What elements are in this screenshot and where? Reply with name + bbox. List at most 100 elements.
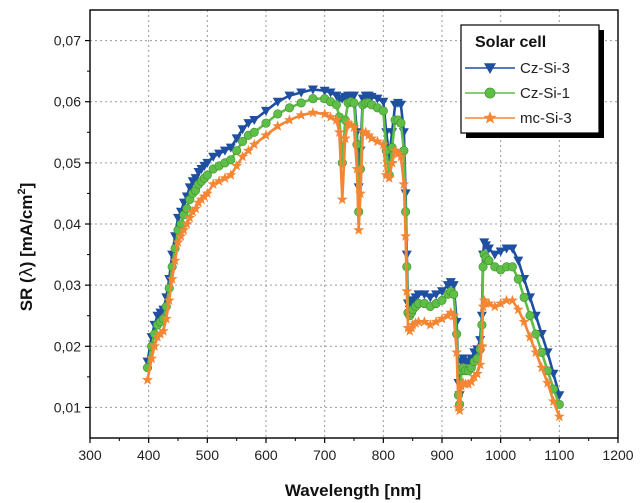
x-tick-label: 1100 bbox=[544, 447, 574, 463]
data-point-mc-si-3 bbox=[237, 151, 248, 162]
data-point-mc-si-3 bbox=[553, 410, 565, 422]
data-point-mc-si-3 bbox=[407, 319, 419, 330]
data-point-cz-si-3 bbox=[208, 152, 219, 162]
data-point-cz-si-1 bbox=[478, 262, 488, 272]
data-point-cz-si-3 bbox=[554, 391, 565, 401]
legend-marker-cz-si-1 bbox=[484, 87, 496, 99]
data-point-mc-si-3 bbox=[342, 117, 354, 128]
data-point-mc-si-3 bbox=[445, 306, 457, 318]
data-point-cz-si-1 bbox=[378, 106, 388, 116]
data-point-mc-si-3 bbox=[476, 340, 488, 351]
y-tick-label: 0,01 bbox=[54, 399, 81, 415]
data-point-cz-si-1 bbox=[308, 94, 318, 104]
data-point-cz-si-3 bbox=[431, 290, 442, 300]
data-point-cz-si-1 bbox=[507, 262, 517, 272]
y-axis-title-suffix: ) [mA/cm bbox=[17, 195, 36, 268]
data-point-mc-si-3 bbox=[154, 328, 166, 339]
data-point-mc-si-3 bbox=[339, 132, 351, 144]
data-point-mc-si-3 bbox=[506, 294, 518, 306]
x-tick-label: 500 bbox=[196, 447, 220, 463]
data-point-cz-si-3 bbox=[284, 91, 295, 101]
y-axis-title-sup: 2 bbox=[16, 188, 28, 194]
data-point-mc-si-3 bbox=[213, 175, 225, 186]
data-point-cz-si-3 bbox=[307, 85, 318, 95]
data-point-mc-si-3 bbox=[468, 371, 480, 382]
y-axis-title-prefix: SR ( bbox=[17, 277, 36, 311]
data-point-mc-si-3 bbox=[187, 206, 199, 217]
data-point-cz-si-3 bbox=[513, 256, 524, 266]
data-point-cz-si-3 bbox=[243, 119, 254, 129]
data-point-cz-si-1 bbox=[519, 292, 529, 302]
data-point-cz-si-3 bbox=[249, 116, 260, 126]
data-point-mc-si-3 bbox=[160, 313, 172, 324]
x-tick-label: 300 bbox=[78, 447, 102, 463]
grid-lines bbox=[90, 10, 618, 438]
data-point-cz-si-1 bbox=[226, 155, 236, 165]
data-point-mc-si-3 bbox=[386, 157, 398, 168]
data-point-cz-si-1 bbox=[249, 127, 259, 137]
data-point-mc-si-3 bbox=[231, 160, 243, 171]
data-point-cz-si-3 bbox=[261, 106, 271, 116]
data-point-mc-si-3 bbox=[225, 169, 237, 180]
data-point-mc-si-3 bbox=[410, 317, 422, 328]
x-tick-label: 600 bbox=[254, 447, 278, 463]
data-point-cz-si-3 bbox=[483, 244, 494, 254]
data-point-mc-si-3 bbox=[175, 230, 187, 241]
data-point-mc-si-3 bbox=[178, 224, 190, 235]
data-point-mc-si-3 bbox=[319, 108, 331, 119]
data-point-mc-si-3 bbox=[398, 178, 410, 189]
data-point-cz-si-1 bbox=[261, 118, 271, 128]
data-point-cz-si-3 bbox=[214, 149, 225, 159]
data-point-mc-si-3 bbox=[424, 319, 436, 330]
data-point-mc-si-3 bbox=[355, 187, 366, 199]
x-tick-label: 700 bbox=[313, 447, 337, 463]
data-point-mc-si-3 bbox=[351, 163, 363, 174]
data-point-mc-si-3 bbox=[478, 294, 490, 306]
data-point-mc-si-3 bbox=[336, 193, 348, 205]
data-point-cz-si-1 bbox=[349, 98, 359, 108]
y-tick-label: 0,02 bbox=[54, 338, 81, 354]
data-point-cz-si-3 bbox=[437, 287, 447, 297]
data-point-mc-si-3 bbox=[400, 230, 412, 241]
data-point-cz-si-3 bbox=[507, 244, 518, 254]
data-point-cz-si-3 bbox=[378, 97, 389, 107]
data-point-mc-si-3 bbox=[284, 114, 295, 125]
data-point-mc-si-3 bbox=[295, 109, 307, 120]
legend-marker-cz-si-3 bbox=[484, 63, 496, 74]
data-point-mc-si-3 bbox=[524, 331, 536, 342]
data-point-mc-si-3 bbox=[451, 346, 463, 358]
data-point-mc-si-3 bbox=[377, 138, 389, 150]
data-point-mc-si-3 bbox=[442, 310, 454, 321]
data-point-mc-si-3 bbox=[418, 316, 430, 327]
data-point-cz-si-1 bbox=[396, 118, 406, 128]
data-point-mc-si-3 bbox=[430, 316, 442, 327]
x-tick-label: 800 bbox=[372, 447, 396, 463]
data-point-mc-si-3 bbox=[196, 193, 207, 205]
data-point-cz-si-1 bbox=[331, 100, 341, 110]
data-point-cz-si-1 bbox=[437, 295, 447, 305]
data-point-mc-si-3 bbox=[489, 300, 501, 312]
data-point-mc-si-3 bbox=[330, 114, 342, 125]
data-point-cz-si-3 bbox=[237, 125, 248, 135]
data-point-mc-si-3 bbox=[542, 377, 554, 388]
axes: 300 400 500 600 700 800 900 1000 1100 1200 0,01 0,0… bbox=[54, 33, 634, 463]
legend-title: Solar cell bbox=[475, 34, 546, 51]
data-point-mc-si-3 bbox=[260, 129, 272, 140]
data-point-mc-si-3 bbox=[501, 294, 512, 306]
data-point-mc-si-3 bbox=[518, 316, 530, 327]
data-point-cz-si-3 bbox=[349, 91, 359, 101]
x-tick-label: 900 bbox=[430, 447, 454, 463]
data-point-mc-si-3 bbox=[363, 129, 375, 140]
data-point-mc-si-3 bbox=[172, 236, 184, 247]
series-layer bbox=[142, 85, 565, 422]
legend-label-mc-si-3: mc-Si-3 bbox=[520, 110, 572, 127]
data-point-mc-si-3 bbox=[436, 313, 448, 324]
data-point-mc-si-3 bbox=[448, 310, 460, 321]
data-point-cz-si-3 bbox=[395, 100, 406, 110]
data-point-mc-si-3 bbox=[184, 212, 196, 223]
data-point-mc-si-3 bbox=[219, 172, 231, 183]
data-point-cz-si-3 bbox=[272, 97, 283, 107]
data-point-cz-si-1 bbox=[284, 103, 295, 113]
legend-label-cz-si-3: Cz-Si-3 bbox=[520, 60, 570, 77]
data-point-mc-si-3 bbox=[395, 151, 407, 162]
